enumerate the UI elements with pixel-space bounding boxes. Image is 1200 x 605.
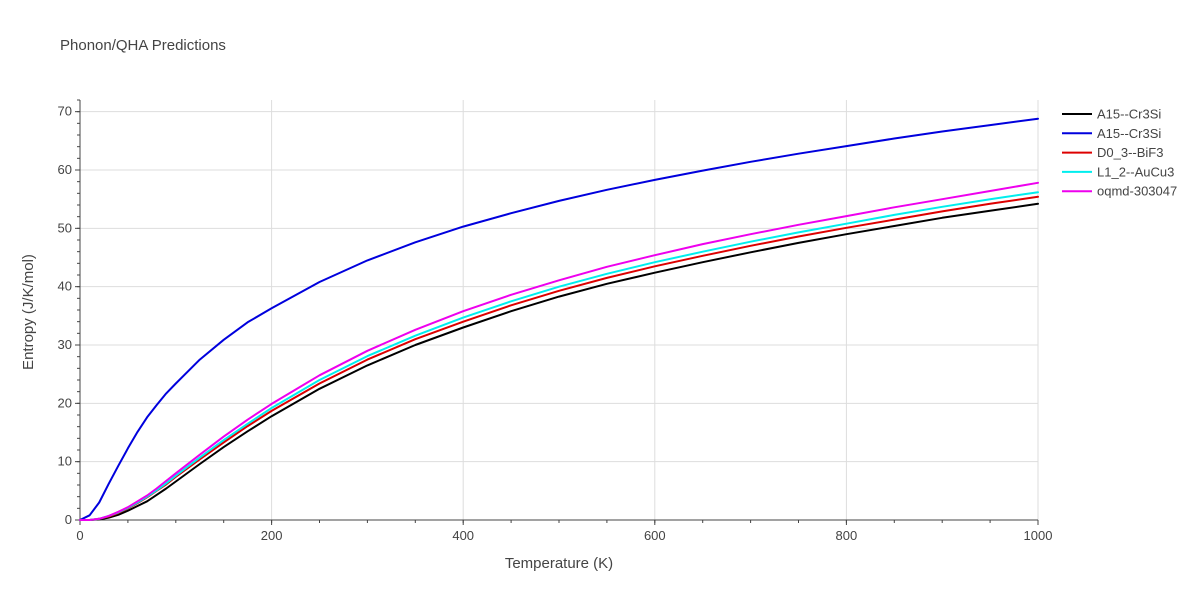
series-line-1: [79, 202, 1039, 521]
legend-item-5[interactable]: oqmd-303047: [1062, 184, 1177, 199]
x-tick-label: 1000: [1024, 528, 1053, 543]
y-tick-label: 60: [58, 162, 72, 177]
x-axis-title: Temperature (K): [505, 555, 613, 572]
legend-label: D0_3--BiF3: [1097, 145, 1163, 160]
axis-layer: 0 200 400 600 800 1000 0 10 20 30 40 50 60 70: [58, 99, 1053, 543]
x-tick-label: 200: [261, 528, 283, 543]
y-tick-label: 70: [58, 104, 72, 119]
legend-label: oqmd-303047: [1097, 184, 1177, 199]
y-axis-title: Entropy (J/K/mol): [20, 254, 37, 370]
legend-item-1[interactable]: A15--Cr3Si: [1062, 107, 1161, 122]
legend-item-2[interactable]: A15--Cr3Si: [1062, 126, 1161, 141]
legend-label: L1_2--AuCu3: [1097, 164, 1174, 179]
chart-title: Phonon/QHA Predictions: [60, 37, 226, 54]
y-tick-label: 30: [58, 337, 72, 352]
legend[interactable]: A15--Cr3Si A15--Cr3Si D0_3--BiF3 L1_2--AuCu…: [1062, 107, 1177, 199]
y-tick-label: 20: [58, 395, 72, 410]
legend-label: A15--Cr3Si: [1097, 107, 1161, 122]
legend-item-4[interactable]: L1_2--AuCu3: [1062, 164, 1174, 179]
legend-item-3[interactable]: D0_3--BiF3: [1062, 145, 1163, 160]
y-tick-label: 0: [65, 512, 72, 527]
x-tick-label: 600: [644, 528, 666, 543]
x-tick-label: 0: [76, 528, 83, 543]
series-line-5: [79, 181, 1039, 521]
y-tick-label: 50: [58, 220, 72, 235]
y-tick-label: 40: [58, 279, 72, 294]
x-tick-label: 800: [836, 528, 858, 543]
series-layer: [79, 117, 1039, 521]
y-tick-label: 10: [58, 454, 72, 469]
x-tick-label: 400: [452, 528, 474, 543]
series-line-2: [79, 117, 1039, 521]
legend-label: A15--Cr3Si: [1097, 126, 1161, 141]
